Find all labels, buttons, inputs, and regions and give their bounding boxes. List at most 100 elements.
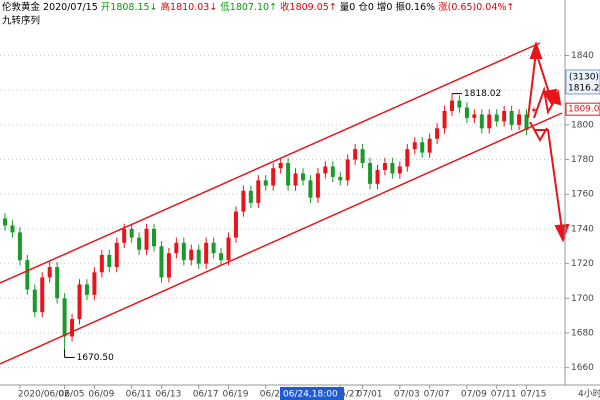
- header-segment: 涨(0.65)0.04%↑: [438, 2, 514, 13]
- candle-body: [40, 277, 45, 313]
- candle-body: [3, 218, 7, 226]
- candle-body: [122, 228, 127, 243]
- candle-body: [181, 242, 186, 261]
- candle-body: [233, 211, 238, 238]
- candle-body: [248, 190, 253, 203]
- candle-body: [308, 180, 313, 198]
- y-tick-label: 1760: [571, 190, 594, 200]
- candle-body: [487, 114, 492, 129]
- candle-body: [77, 284, 82, 320]
- candle-body: [286, 163, 291, 186]
- x-tick-label: 06/27: [334, 390, 360, 400]
- candle-body: [84, 284, 89, 295]
- y-tick-label: 1840: [571, 51, 594, 61]
- candle-body: [397, 166, 402, 174]
- indicator-name: 九转序列: [2, 15, 40, 27]
- x-tick-label: 2020/06/02: [18, 390, 70, 400]
- y-tick-label: 1680: [571, 328, 594, 338]
- candle-body: [442, 110, 447, 129]
- header: 伦敦黄金 2020/07/15 开1808.15↓ 高1810.03↓ 低1807.1…: [2, 1, 514, 13]
- candle-body: [92, 272, 97, 295]
- candle-body: [263, 180, 268, 186]
- candle-body: [293, 173, 298, 186]
- candle-body: [382, 163, 387, 170]
- candle-body: [390, 163, 395, 174]
- candle-body: [375, 169, 380, 184]
- channel-lower: [0, 112, 563, 365]
- candle-body: [129, 228, 134, 238]
- candle-body: [55, 267, 60, 299]
- candle-body: [502, 110, 507, 122]
- candle-body: [509, 110, 514, 125]
- candle-body: [211, 242, 216, 254]
- period-label: 4小时: [578, 388, 600, 400]
- candle-body: [137, 237, 142, 250]
- candle-body: [25, 260, 30, 290]
- candle-body: [405, 149, 410, 167]
- candle-body: [450, 100, 454, 111]
- x-tick-label: 06/09: [88, 390, 114, 400]
- header-segment: 伦敦黄金 2020/07/15: [2, 1, 98, 13]
- x-tick-label: 07/01: [357, 390, 383, 400]
- candle-body: [70, 319, 75, 337]
- crosshair-label-bg: [280, 387, 344, 400]
- low-label: 1670.50: [77, 353, 114, 363]
- x-tick-label: 06/05: [59, 390, 85, 400]
- candle-body: [32, 289, 37, 313]
- x-tick-label: 07/07: [424, 390, 450, 400]
- candle-body: [353, 149, 358, 160]
- candle-body: [368, 163, 373, 184]
- x-tick-label: 06/11: [126, 390, 152, 400]
- candle-body: [159, 246, 164, 278]
- y-tick-label: 1700: [571, 294, 594, 304]
- candle-body: [189, 249, 194, 261]
- header-segment: 开1808.15↓: [101, 2, 158, 13]
- candle-body: [531, 109, 536, 111]
- candle-body: [62, 298, 67, 337]
- candle-body: [241, 190, 246, 212]
- candle-body: [144, 228, 149, 250]
- candle-body: [219, 253, 224, 261]
- candle-body: [338, 176, 343, 181]
- candle-body: [271, 168, 276, 186]
- candle-body: [472, 114, 477, 118]
- candle-body: [10, 225, 15, 233]
- candle-body: [256, 180, 261, 203]
- header-segment: 收1809.05↑: [280, 1, 337, 13]
- candle-body: [457, 100, 462, 108]
- candle-body: [412, 142, 417, 150]
- candle-body: [107, 254, 112, 268]
- crosshair-label: 06/24,18:00: [283, 390, 338, 400]
- candle-body: [99, 254, 104, 273]
- candle-body: [114, 242, 119, 268]
- candle-body: [323, 166, 328, 174]
- x-tick-label: 06/23: [260, 390, 286, 400]
- candle-body: [494, 114, 499, 122]
- channel-upper: [0, 42, 541, 284]
- x-tick-label: 07/03: [394, 390, 420, 400]
- candle-body: [345, 159, 350, 181]
- y-tick-label: 1800: [571, 120, 594, 130]
- x-tick-label: 06/19: [223, 390, 249, 400]
- last-price-box: [565, 102, 600, 116]
- last-price-label: 1809.05: [568, 105, 600, 115]
- x-tick-label: 06/13: [155, 390, 181, 400]
- candle-body: [278, 163, 283, 169]
- candle-body: [204, 242, 209, 264]
- y-tick-label: 1780: [571, 155, 594, 165]
- candle-body: [315, 173, 320, 198]
- axis-box: [565, 69, 600, 95]
- y-tick-label: 1720: [571, 259, 594, 269]
- candle-body: [174, 242, 179, 254]
- candle-body: [196, 249, 201, 264]
- x-tick-label: 07/11: [491, 390, 517, 400]
- candle-body: [330, 166, 335, 177]
- candle-body: [517, 114, 522, 125]
- header-segment: 量0 仓0 增0 振0.16%: [340, 1, 435, 13]
- y-tick-label: 1740: [571, 224, 594, 234]
- candle-body: [479, 114, 484, 129]
- candle-body: [47, 267, 52, 278]
- candle-body: [360, 149, 365, 164]
